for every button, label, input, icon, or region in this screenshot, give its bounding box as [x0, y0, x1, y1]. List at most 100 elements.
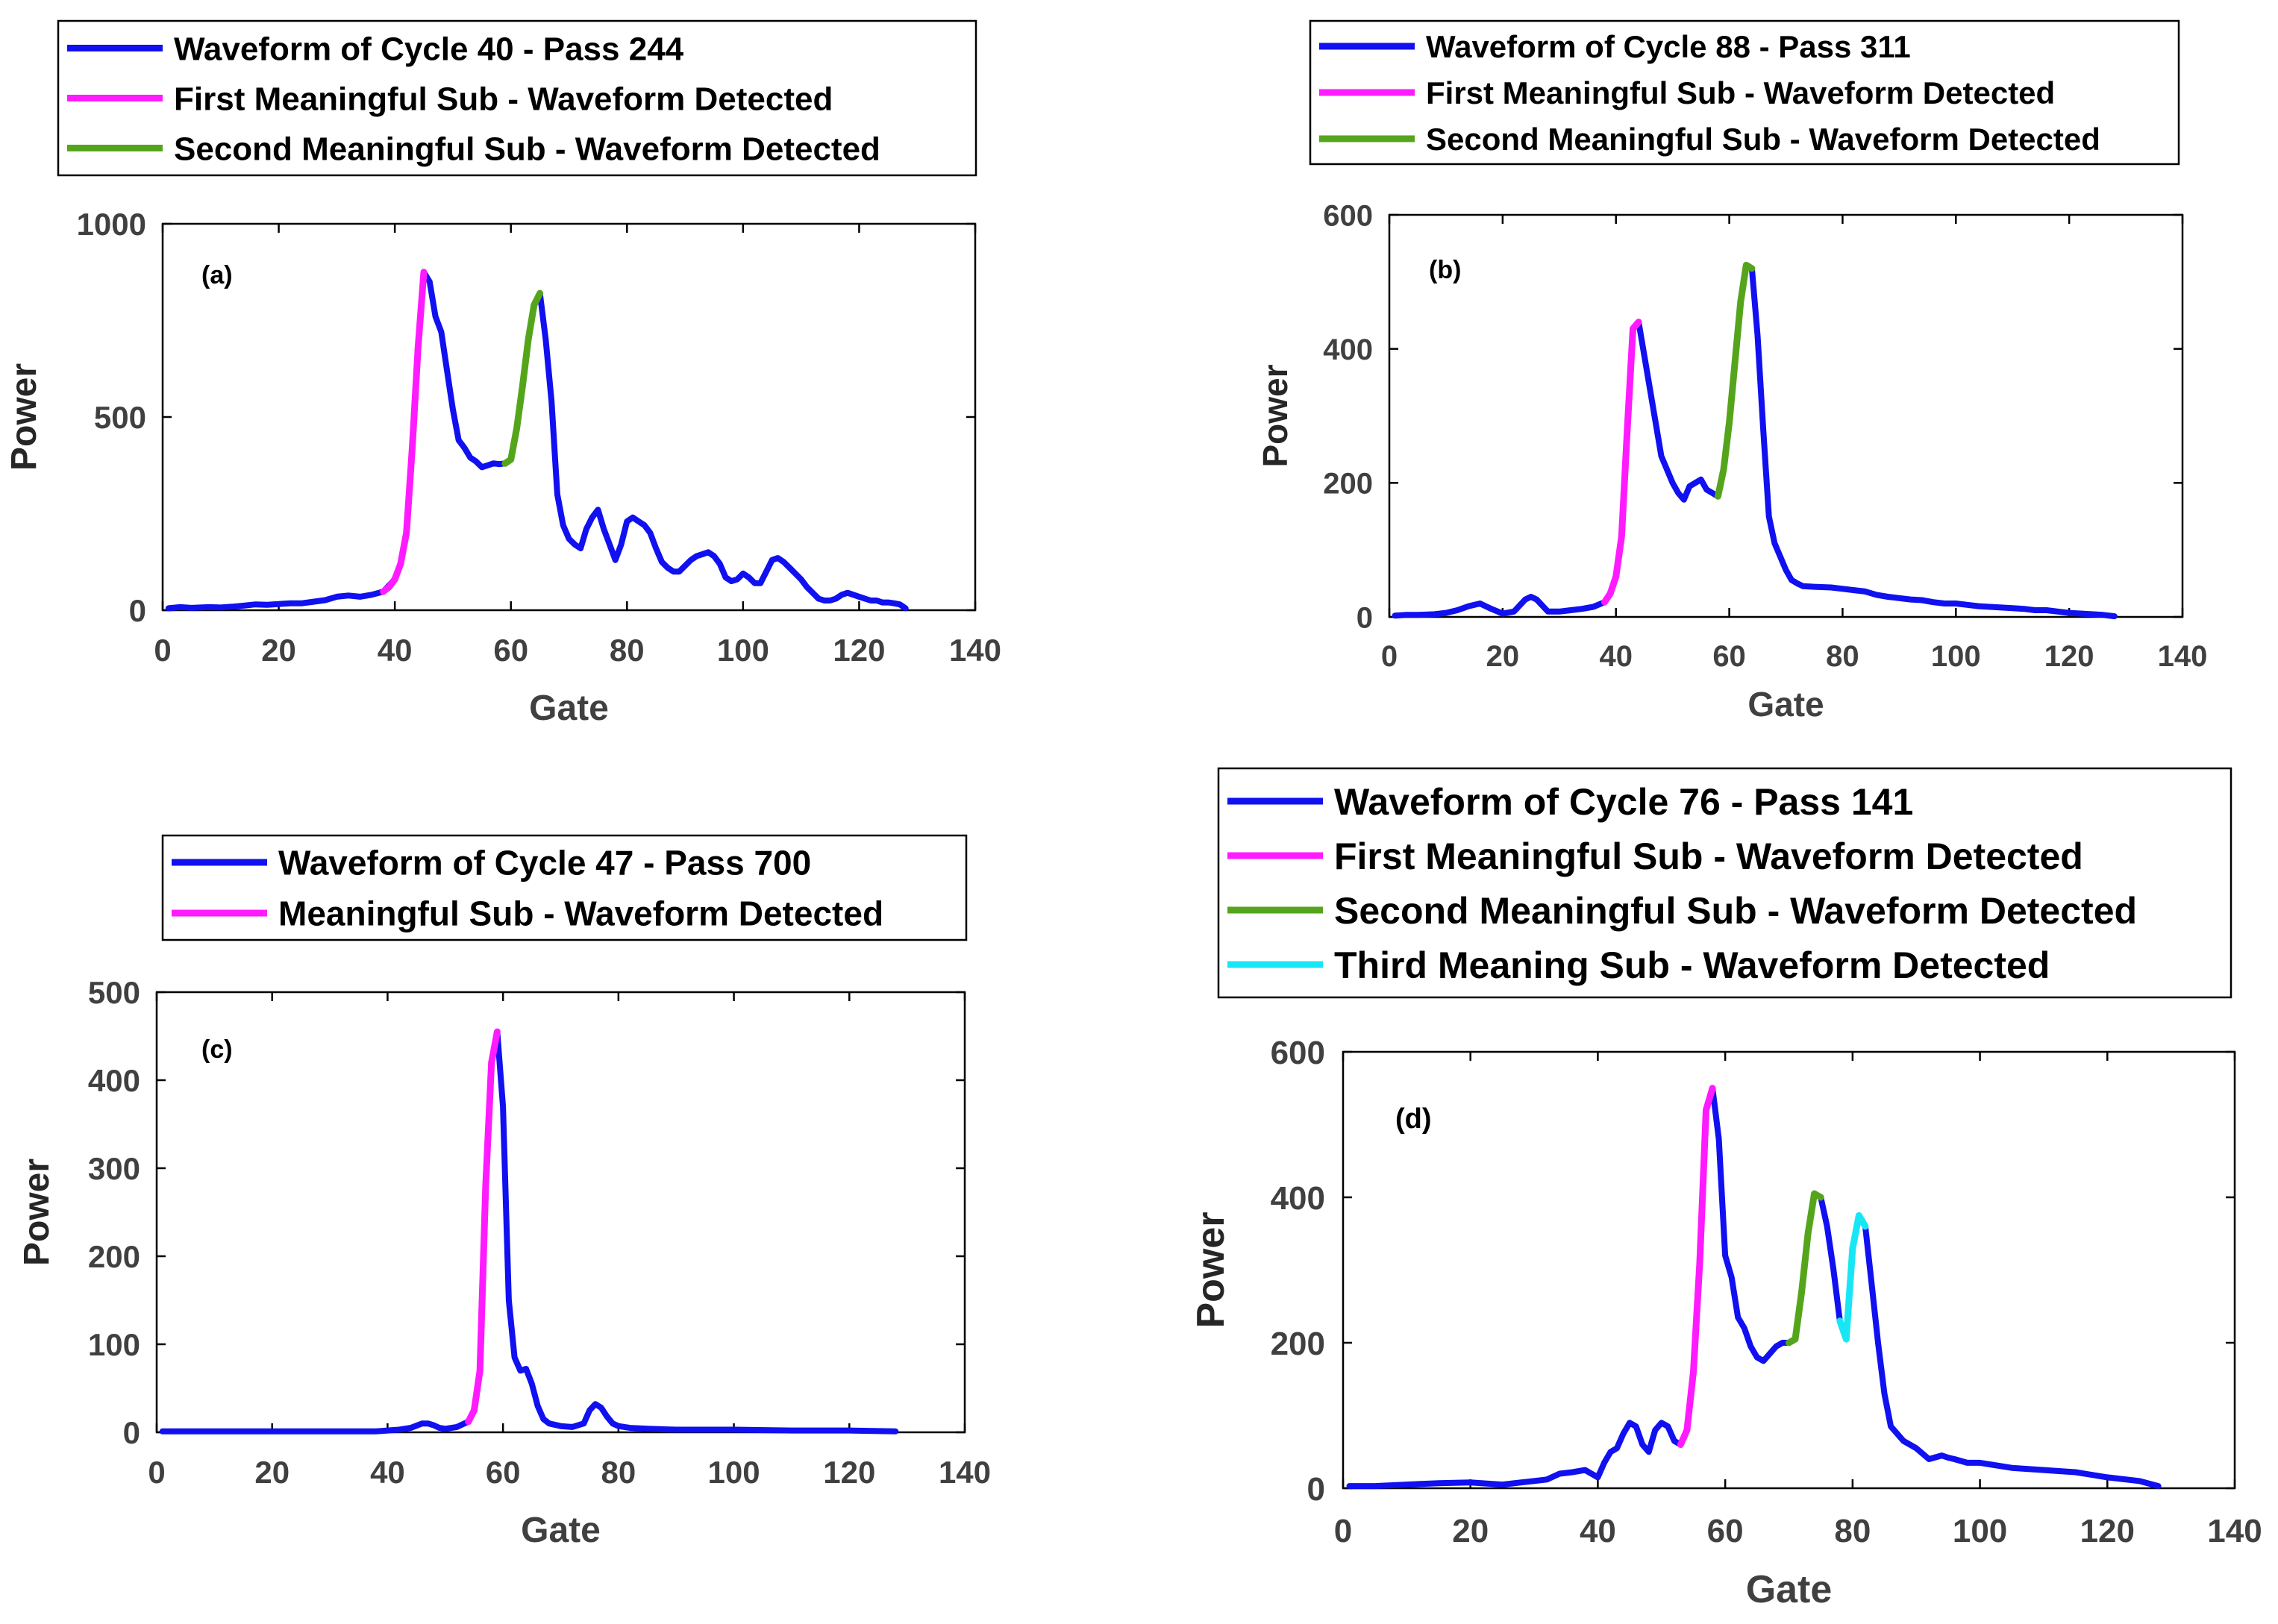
x-tick-label: 0 — [1334, 1513, 1352, 1549]
x-tick-label: 140 — [939, 1455, 991, 1490]
x-tick-label: 120 — [823, 1455, 875, 1490]
chart-panel-d: 0 20 40 60 80 100 120 140 0 200 400 600 Gate Power (d)… — [1189, 767, 2262, 1611]
series-line-2 — [1677, 1085, 1716, 1448]
x-tick-label: 40 — [378, 633, 413, 668]
legend-entry-2: First Meaningful Sub - Waveform Detected — [174, 81, 833, 117]
legend-box — [57, 19, 977, 177]
legend-entry-1: Waveform of Cycle 88 - Pass 311 — [1426, 29, 1911, 64]
y-tick-label: 0 — [1357, 601, 1373, 634]
series-line-2 — [465, 1028, 501, 1426]
legend-box — [1309, 19, 2180, 166]
x-tick-label: 60 — [1707, 1513, 1744, 1549]
series-line-2 — [380, 269, 428, 595]
legend: Waveform of Cycle 76 - Pass 141 First Mea… — [1217, 767, 2232, 999]
y-tick-label: 0 — [129, 593, 146, 628]
legend-entry-3: Second Meaningful Sub - Waveform Detecte… — [1426, 122, 2100, 157]
legend-entry-2: First Meaningful Sub - Waveform Detected — [1426, 75, 2055, 110]
legend-entry-4: Third Meaning Sub - Waveform Detected — [1334, 944, 2050, 986]
panel-label: (c) — [201, 1035, 233, 1064]
legend: Waveform of Cycle 40 - Pass 244 First Mea… — [57, 19, 977, 177]
plot-frame — [1388, 213, 2184, 618]
x-tick-label: 0 — [1381, 640, 1398, 673]
series-line-1 — [159, 1029, 899, 1435]
chart-panel-b: 0 20 40 60 80 100 120 140 0 200 400 600 Gate Power (b)… — [1256, 19, 2208, 724]
x-tick-label: 60 — [1712, 640, 1746, 673]
chart-panel-a: 0 20 40 60 80 100 120 140 0 500 1000 Gate Power (a) Wa… — [4, 19, 1001, 728]
x-tick-label: 100 — [717, 633, 769, 668]
y-axis-label: Power — [1189, 1211, 1233, 1328]
legend-entry-3: Second Meaningful Sub - Waveform Detecte… — [1334, 890, 2137, 932]
y-tick-label: 0 — [1307, 1471, 1325, 1508]
x-tick-label: 120 — [833, 633, 885, 668]
y-tick-label: 400 — [1323, 333, 1373, 366]
x-tick-label: 20 — [261, 633, 296, 668]
legend-entry-1: Waveform of Cycle 47 - Pass 700 — [278, 844, 811, 882]
x-tick-label: 80 — [601, 1455, 636, 1490]
legend-box — [1217, 767, 2232, 999]
x-tick-label: 40 — [370, 1455, 405, 1490]
panel-label: (d) — [1395, 1103, 1432, 1135]
y-tick-label: 600 — [1323, 199, 1373, 232]
x-tick-label: 80 — [1834, 1513, 1871, 1549]
x-axis-label: Gate — [1746, 1568, 1833, 1611]
legend: Waveform of Cycle 88 - Pass 311 First Mea… — [1309, 19, 2180, 166]
chart-panel-c: 0 20 40 60 80 100 120 140 0 100 200 300 400 500 Gate Po… — [17, 834, 991, 1550]
series-line-3 — [501, 289, 544, 467]
y-axis-label: Power — [4, 363, 44, 471]
y-axis-label: Power — [17, 1159, 57, 1266]
x-tick-label: 120 — [2080, 1513, 2135, 1549]
x-axis-label: Gate — [529, 689, 609, 728]
y-tick-label: 200 — [1271, 1326, 1325, 1362]
x-tick-label: 100 — [1931, 640, 1981, 673]
series-line-2 — [1601, 319, 1642, 606]
x-tick-label: 80 — [610, 633, 645, 668]
y-tick-label: 400 — [1271, 1180, 1325, 1217]
legend-entry-2: First Meaningful Sub - Waveform Detected — [1334, 835, 2083, 877]
legend-entry-2: Meaningful Sub - Waveform Detected — [278, 894, 883, 933]
y-tick-label: 500 — [88, 975, 140, 1010]
series-line-3 — [1786, 1190, 1824, 1346]
series-line-3 — [1714, 261, 1756, 500]
x-tick-label: 140 — [2158, 640, 2208, 673]
x-tick-label: 20 — [254, 1455, 290, 1490]
y-tick-label: 200 — [1323, 468, 1373, 501]
x-tick-label: 40 — [1580, 1513, 1616, 1549]
legend: Waveform of Cycle 47 - Pass 700 Meaningfu… — [161, 834, 968, 941]
legend-entry-1: Waveform of Cycle 40 - Pass 244 — [174, 31, 684, 67]
x-tick-label: 140 — [949, 633, 1001, 668]
x-tick-label: 0 — [148, 1455, 165, 1490]
panel-label: (a) — [201, 261, 233, 289]
y-tick-label: 300 — [88, 1151, 140, 1186]
plot-frame — [161, 222, 977, 612]
x-tick-label: 120 — [2044, 640, 2094, 673]
x-tick-label: 60 — [486, 1455, 521, 1490]
x-tick-label: 140 — [2207, 1513, 2262, 1549]
x-axis-label: Gate — [521, 1511, 601, 1550]
legend-entry-1: Waveform of Cycle 76 - Pass 141 — [1334, 781, 1913, 823]
panel-label: (b) — [1429, 256, 1461, 284]
x-tick-label: 40 — [1599, 640, 1633, 673]
y-tick-label: 100 — [88, 1327, 140, 1362]
x-tick-label: 20 — [1452, 1513, 1489, 1549]
y-tick-label: 400 — [88, 1063, 140, 1098]
series-line-4 — [1836, 1211, 1869, 1343]
y-tick-label: 500 — [94, 400, 146, 435]
legend-box — [161, 834, 968, 941]
x-tick-label: 20 — [1486, 640, 1520, 673]
y-tick-label: 0 — [123, 1415, 140, 1450]
legend-entry-3: Second Meaningful Sub - Waveform Detecte… — [174, 131, 880, 167]
y-axis-label: Power — [1256, 364, 1295, 467]
x-tick-label: 100 — [708, 1455, 760, 1490]
plot-frame — [1342, 1050, 2236, 1490]
y-tick-label: 200 — [88, 1239, 140, 1274]
y-tick-label: 1000 — [77, 207, 146, 242]
x-axis-label: Gate — [1747, 685, 1824, 724]
x-tick-label: 100 — [1953, 1513, 2007, 1549]
x-tick-label: 0 — [154, 633, 171, 668]
y-tick-label: 600 — [1271, 1035, 1325, 1071]
series-line-1 — [1346, 1085, 2162, 1490]
x-tick-label: 60 — [493, 633, 528, 668]
x-tick-label: 80 — [1826, 640, 1859, 673]
plot-frame — [155, 991, 966, 1434]
